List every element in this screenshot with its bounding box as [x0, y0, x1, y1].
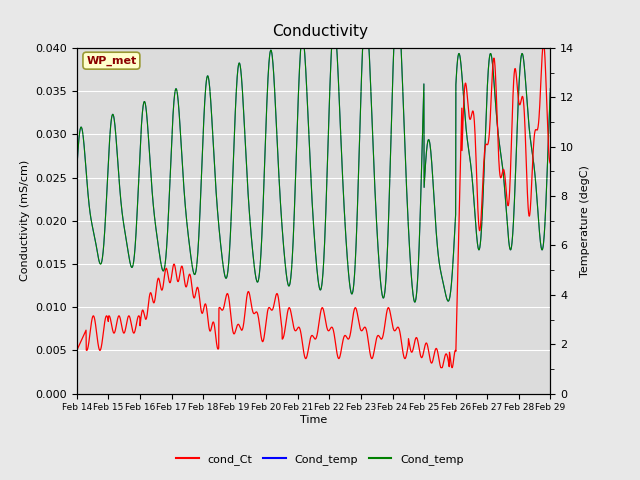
Y-axis label: Conductivity (mS/cm): Conductivity (mS/cm) [20, 160, 30, 281]
Legend: cond_Ct, Cond_temp, Cond_temp: cond_Ct, Cond_temp, Cond_temp [172, 450, 468, 469]
Text: WP_met: WP_met [86, 56, 136, 66]
Text: Conductivity: Conductivity [272, 24, 368, 39]
X-axis label: Time: Time [300, 415, 327, 425]
Y-axis label: Temperature (degC): Temperature (degC) [580, 165, 590, 277]
